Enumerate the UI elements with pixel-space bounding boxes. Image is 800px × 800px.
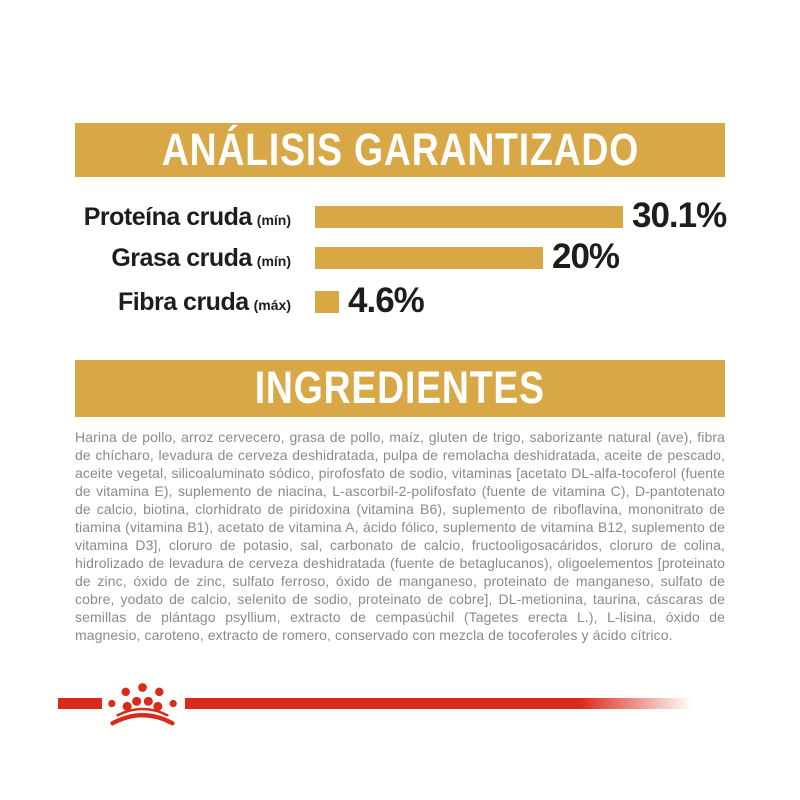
analysis-value: 4.6% <box>348 280 425 320</box>
analysis-row-fiber: Fibra cruda (máx) 4.6% <box>75 281 755 320</box>
analysis-section-banner: ANÁLISIS GARANTIZADO <box>75 123 725 177</box>
nutrient-name: Fibra cruda <box>117 287 249 316</box>
analysis-row-fat: Grasa cruda (mín) 20% <box>75 237 755 276</box>
analysis-bar <box>315 291 339 313</box>
analysis-row-label: Fibra cruda (máx) <box>75 288 291 317</box>
nutrient-qualifier: (máx) <box>253 296 291 313</box>
ingredients-section-banner: INGREDIENTES <box>75 360 725 417</box>
analysis-row-label: Proteína cruda (mín) <box>75 203 291 232</box>
nutrient-qualifier: (mín) <box>256 252 291 269</box>
nutrient-qualifier: (mín) <box>256 211 291 228</box>
nutrient-name: Proteína cruda <box>83 202 253 231</box>
analysis-bar <box>315 206 623 228</box>
nutrient-name: Grasa cruda <box>111 243 252 272</box>
analysis-section-title: ANÁLISIS GARANTIZADO <box>161 123 639 175</box>
ingredients-section-title: INGREDIENTES <box>254 362 546 413</box>
analysis-bar <box>315 247 543 269</box>
footer-right-dash <box>185 698 692 709</box>
ingredients-text: Harina de pollo, arroz cervecero, grasa … <box>75 429 725 643</box>
footer-left-dash <box>58 698 102 709</box>
analysis-row-label: Grasa cruda (mín) <box>75 244 291 273</box>
analysis-value: 20% <box>552 236 620 276</box>
crown-paw-logo-icon <box>108 683 177 726</box>
analysis-value: 30.1% <box>632 195 727 235</box>
analysis-row-protein: Proteína cruda (mín) 30.1% <box>75 196 755 235</box>
